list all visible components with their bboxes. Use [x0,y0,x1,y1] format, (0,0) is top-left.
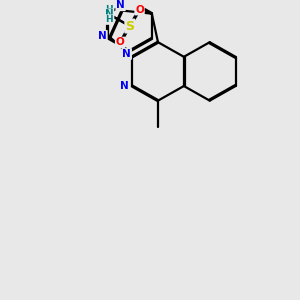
Text: S: S [125,20,134,32]
Text: H: H [105,15,113,24]
Text: N: N [116,0,125,10]
Text: H: H [105,5,113,14]
Text: N: N [98,31,107,41]
Text: N: N [120,81,129,91]
Text: O: O [135,4,144,15]
Text: N: N [105,9,113,20]
Text: N: N [122,49,131,59]
Text: O: O [116,38,124,47]
